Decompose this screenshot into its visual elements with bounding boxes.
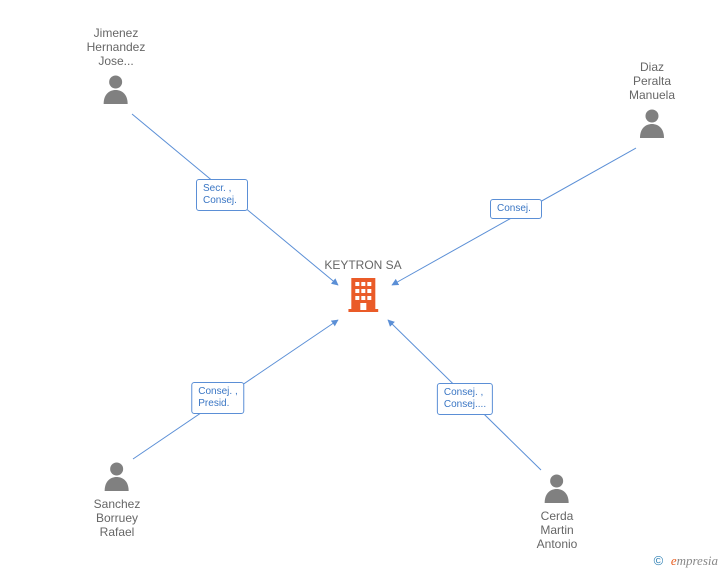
watermark-text: empresia — [671, 553, 718, 568]
person-node-sanchez: Sanchez Borruey Rafael — [94, 461, 141, 539]
person-label: Diaz Peralta Manuela — [629, 60, 675, 102]
edge-label: Consej. , Presid. — [191, 382, 244, 414]
center-node: KEYTRON SA — [324, 258, 401, 312]
edge-label: Consej. — [490, 199, 542, 219]
person-node-diaz: Diaz Peralta Manuela — [629, 60, 675, 138]
person-icon — [102, 74, 130, 104]
diagram-canvas: KEYTRON SA Jimenez Hernandez Jose... Diaz… — [0, 0, 728, 575]
watermark: © empresia — [654, 553, 718, 569]
person-icon — [543, 473, 571, 503]
person-label: Jimenez Hernandez Jose... — [87, 26, 146, 68]
center-label: KEYTRON SA — [324, 258, 401, 272]
edge-label: Secr. , Consej. — [196, 179, 248, 211]
copyright-symbol: © — [654, 553, 664, 568]
person-label: Sanchez Borruey Rafael — [94, 497, 141, 539]
person-icon — [103, 461, 131, 491]
person-label: Cerda Martin Antonio — [537, 509, 578, 551]
person-icon — [638, 108, 666, 138]
building-icon — [348, 276, 378, 312]
person-node-jimenez: Jimenez Hernandez Jose... — [87, 26, 146, 104]
person-node-cerda: Cerda Martin Antonio — [537, 473, 578, 551]
edge-label: Consej. , Consej.... — [437, 383, 493, 415]
